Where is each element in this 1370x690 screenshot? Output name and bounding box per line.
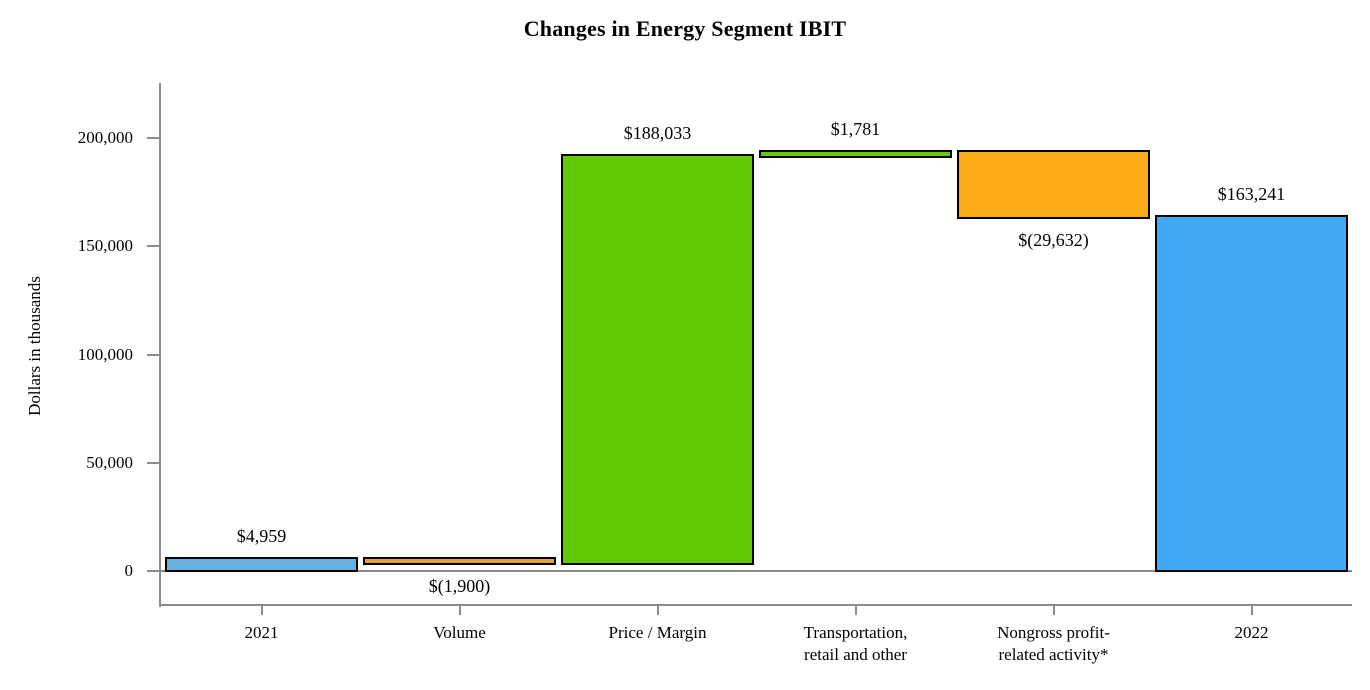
y-tick-200-000	[147, 137, 160, 139]
category-label-2021: 2021	[157, 622, 367, 644]
category-label-price-margin: Price / Margin	[553, 622, 763, 644]
x-tick-volume	[458, 606, 461, 615]
x-tick-nongross-profit-related-activity	[1052, 606, 1055, 615]
bar-nongross-profit-related-activity	[957, 150, 1150, 219]
bar-price-margin	[561, 154, 754, 566]
chart-title: Changes in Energy Segment IBIT	[523, 16, 847, 41]
category-label-line: 2022	[1234, 623, 1269, 642]
y-tick-label-0: 0	[124, 561, 134, 580]
x-tick-transportation-retail-and-other	[854, 606, 857, 615]
category-label-volume: Volume	[355, 622, 565, 644]
category-label-line: retail and other	[804, 645, 907, 664]
category-label-line: Nongross profit-	[997, 623, 1110, 642]
category-label-nongross-profit-related-activity: Nongross profit-related activity*	[949, 622, 1159, 666]
value-label-price-margin: $188,033	[623, 123, 692, 144]
bar-volume	[363, 557, 556, 566]
y-axis-line	[159, 83, 161, 607]
category-label-line: 2021	[244, 623, 279, 642]
x-axis-line	[159, 604, 1352, 606]
bar-2021	[165, 557, 358, 572]
bar-transportation-retail-and-other	[759, 150, 952, 159]
category-label-line: Price / Margin	[608, 623, 707, 642]
y-tick-100-000	[147, 353, 160, 356]
bar-2022	[1155, 214, 1348, 572]
x-tick-2022	[1250, 606, 1253, 615]
category-label-line: related activity*	[998, 645, 1109, 664]
x-tick-2021	[260, 606, 263, 615]
value-label-2022: $163,241	[1217, 183, 1286, 204]
y-tick-0	[147, 570, 160, 572]
category-label-transportation-retail-and-other: Transportation, retail and other	[751, 622, 961, 666]
y-tick-label-200-000: 200,000	[77, 128, 133, 147]
y-tick-150-000	[147, 245, 160, 248]
zero-baseline	[160, 570, 1352, 572]
category-label-line: Volume	[433, 623, 486, 642]
y-tick-label-100-000: 100,000	[77, 344, 133, 364]
value-label-nongross-profit-related-activity: $(29,632)	[1018, 229, 1089, 250]
y-tick-label-150-000: 150,000	[77, 236, 133, 256]
value-label-volume: $(1,900)	[428, 576, 491, 597]
value-label-transportation-retail-and-other: $1,781	[830, 119, 881, 140]
category-label-2022: 2022	[1147, 622, 1357, 644]
value-label-2021: $4,959	[236, 526, 287, 547]
y-tick-50-000	[147, 461, 160, 464]
x-tick-price-margin	[656, 606, 659, 615]
y-tick-label-50-000: 50,000	[86, 452, 133, 472]
category-label-line: Transportation,	[803, 623, 908, 642]
